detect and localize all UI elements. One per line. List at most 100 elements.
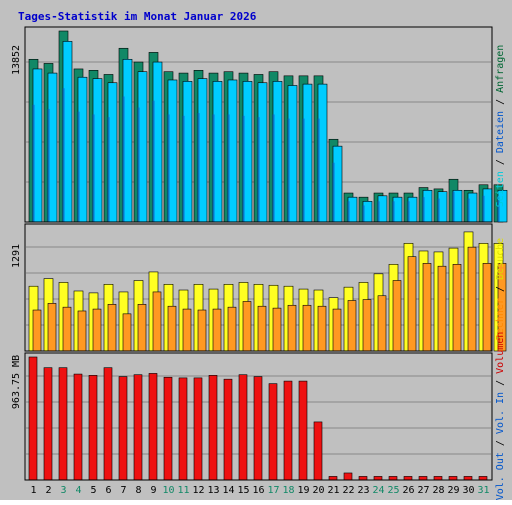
bar-dateien-day-14 xyxy=(227,114,230,222)
bar-dateien-day-20 xyxy=(317,118,320,222)
bar-dateien-day-4 xyxy=(77,111,80,222)
legend-separator: / xyxy=(495,280,506,298)
bar-dateien-day-25 xyxy=(392,201,395,222)
bar-rechner-day-7 xyxy=(122,313,132,352)
series-legend: Rechner / Besuche xyxy=(495,238,506,340)
bar-rechner-day-16 xyxy=(257,305,267,352)
x-tick-label-day-10: 10 xyxy=(162,485,174,496)
bar-dateien-day-17 xyxy=(272,114,275,222)
legend-separator: / xyxy=(495,374,506,392)
bar-rechner-day-27 xyxy=(422,263,432,352)
x-tick-label-day-30: 30 xyxy=(462,485,474,496)
bar-rechner-day-31 xyxy=(482,263,492,352)
bar-rechner-day-18 xyxy=(287,304,297,352)
bar-dateien-day-28 xyxy=(437,198,440,222)
bar-volumen-day-29 xyxy=(448,476,458,481)
bar-dateien-day-3 xyxy=(62,88,65,222)
bar-rechner-day-6 xyxy=(107,304,117,352)
bar-rechner-day-8 xyxy=(137,304,147,352)
x-axis-labels: 1 2 3 4 5 6 7 8 9 10 11 12 13 14 15 16 17 18 19 20 21 22 23 24 2… xyxy=(30,485,489,496)
bar-rechner-day-15 xyxy=(242,301,252,352)
bar-volumen-day-26 xyxy=(403,476,413,481)
bar-dateien-day-11 xyxy=(182,115,185,222)
x-tick-label-day-16: 16 xyxy=(252,485,264,496)
legend-volumen: Volumen xyxy=(495,332,506,374)
bar-dateien-day-18 xyxy=(287,118,290,222)
bar-volumen-day-15 xyxy=(238,374,248,481)
bar-volumen-day-6 xyxy=(103,367,113,481)
bar-dateien-day-9 xyxy=(152,100,155,222)
bar-rechner-day-3 xyxy=(62,306,72,352)
bar-dateien-day-24 xyxy=(377,201,380,222)
bar-seiten-day-32 xyxy=(497,189,508,223)
bar-volumen-day-20 xyxy=(313,421,323,481)
legend-anfragen: Anfragen xyxy=(495,45,506,93)
bar-rechner-day-20 xyxy=(317,305,327,352)
x-tick-label-day-22: 22 xyxy=(342,485,354,496)
bar-dateien-day-7 xyxy=(122,96,125,222)
bar-dateien-day-22 xyxy=(347,201,350,222)
x-tick-label-day-25: 25 xyxy=(387,485,399,496)
bar-volumen-day-27 xyxy=(418,476,428,481)
bar-rechner-day-2 xyxy=(47,303,57,352)
bar-dateien-day-5 xyxy=(92,114,95,222)
bar-dateien-day-30 xyxy=(467,198,470,222)
x-tick-label-day-28: 28 xyxy=(432,485,444,496)
bar-rechner-day-11 xyxy=(182,308,192,352)
chart-title: Tages-Statistik im Monat Januar 2026 xyxy=(18,10,257,23)
legend-dateien: Dateien xyxy=(495,111,506,153)
bar-dateien-day-23 xyxy=(362,205,365,222)
y-tick-label: 963.75 MB xyxy=(11,355,22,409)
x-tick-label-day-13: 13 xyxy=(207,485,219,496)
bar-rechner-day-23 xyxy=(362,299,372,352)
bar-rechner-day-21 xyxy=(332,308,342,352)
x-tick-label-day-19: 19 xyxy=(297,485,309,496)
x-tick-label-day-23: 23 xyxy=(357,485,369,496)
x-tick-label-day-7: 7 xyxy=(120,485,126,496)
bar-volumen-day-16 xyxy=(253,376,263,481)
series-legend: Vol. Out / Vol. In / Volumen xyxy=(495,332,506,500)
x-tick-label-day-3: 3 xyxy=(60,485,66,496)
bar-rechner-day-12 xyxy=(197,309,207,352)
bar-volumen-day-8 xyxy=(133,374,143,481)
bar-rechner-day-30 xyxy=(467,246,477,352)
bar-rechner-day-14 xyxy=(227,306,237,352)
bar-dateien-day-21 xyxy=(332,162,335,222)
x-tick-label-day-27: 27 xyxy=(417,485,429,496)
x-tick-label-day-24: 24 xyxy=(372,485,384,496)
panel-2: 1291 Rechner / Besuche xyxy=(11,223,507,352)
bar-volumen-day-4 xyxy=(73,373,83,481)
bar-volumen-day-9 xyxy=(148,373,158,481)
bar-volumen-day-17 xyxy=(268,383,278,481)
bar-volumen-day-7 xyxy=(118,376,128,481)
bar-dateien-day-2 xyxy=(47,108,50,222)
legend-separator: / xyxy=(495,93,506,111)
bar-volumen-day-22 xyxy=(343,472,353,481)
y-tick-label: 13852 xyxy=(11,45,22,75)
bar-volumen-day-2 xyxy=(43,367,53,481)
bar-rechner-day-28 xyxy=(437,265,447,352)
bar-rechner-day-26 xyxy=(407,256,417,352)
bar-volumen-day-18 xyxy=(283,380,293,481)
bar-rechner-day-13 xyxy=(212,308,222,352)
bar-rechner-day-4 xyxy=(77,310,87,352)
bar-rechner-day-29 xyxy=(452,263,462,352)
panel-border xyxy=(24,26,493,223)
legend-separator: / xyxy=(495,153,506,171)
bar-rechner-day-9 xyxy=(152,291,162,352)
bar-volumen-day-19 xyxy=(298,380,308,481)
bar-volumen-day-21 xyxy=(328,476,338,481)
x-tick-label-day-6: 6 xyxy=(105,485,111,496)
bar-dateien-day-1 xyxy=(32,104,35,222)
x-tick-label-day-11: 11 xyxy=(177,485,189,496)
bar-volumen-day-13 xyxy=(208,375,218,481)
panel-border xyxy=(24,352,493,481)
x-tick-label-day-31: 31 xyxy=(477,485,489,496)
x-tick-label-day-12: 12 xyxy=(192,485,204,496)
legend-seiten: Seiten xyxy=(495,171,506,207)
bar-dateien-day-16 xyxy=(257,117,260,222)
bar-dateien-day-15 xyxy=(242,115,245,222)
x-tick-label-day-14: 14 xyxy=(222,485,234,496)
panel-3: 963.75 MB Vol. Out / Vol. In / Volumen xyxy=(11,332,506,501)
bar-rechner-day-10 xyxy=(167,305,177,352)
